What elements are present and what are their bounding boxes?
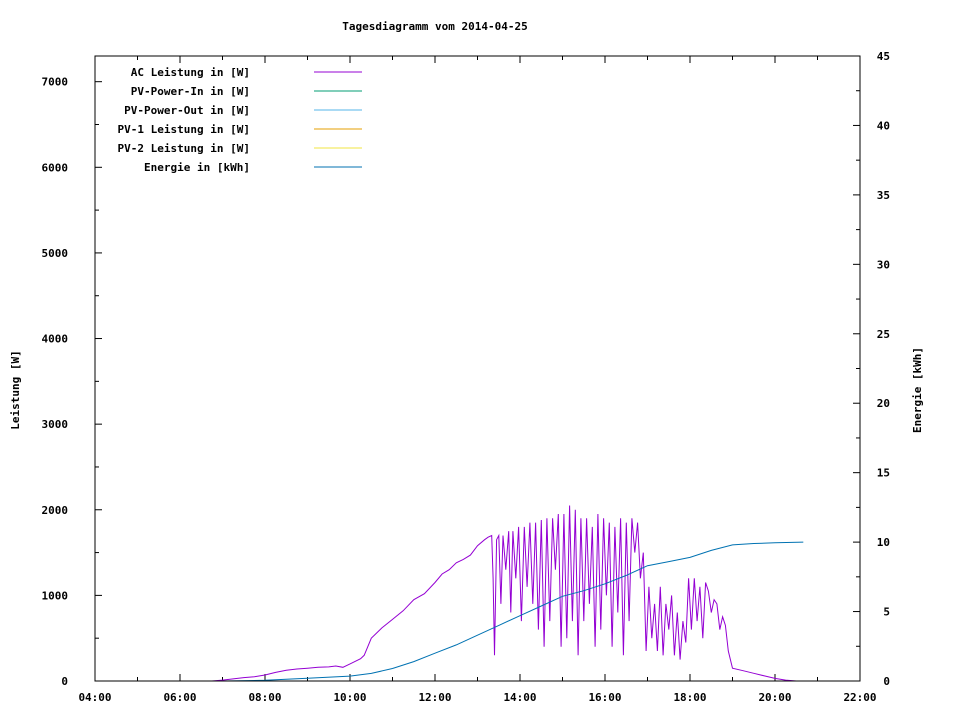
legend-label-energie-in-kwh: Energie in [kWh] bbox=[144, 161, 250, 174]
plot-lines bbox=[211, 505, 804, 682]
legend-label-ac-leistung-in-w: AC Leistung in [W] bbox=[131, 66, 250, 79]
legend-label-pv-2-leistung-in-w: PV-2 Leistung in [W] bbox=[118, 142, 250, 155]
chart-title: Tagesdiagramm vom 2014-04-25 bbox=[342, 20, 527, 33]
y-tick-label: 1000 bbox=[42, 589, 69, 602]
legend-label-pv-1-leistung-in-w: PV-1 Leistung in [W] bbox=[118, 123, 250, 136]
y2-tick-label: 10 bbox=[877, 536, 890, 549]
legend: AC Leistung in [W] PV-Power-In in [W] PV-P… bbox=[118, 66, 362, 174]
x-tick-label: 14:00 bbox=[503, 691, 536, 704]
axis-ticks: 04:00 06:00 08:00 10:00 12:00 14:00 16:00 18:00… bbox=[42, 50, 891, 704]
y-tick-label: 0 bbox=[61, 675, 68, 688]
y-tick-label: 3000 bbox=[42, 418, 69, 431]
x-tick-label: 20:00 bbox=[758, 691, 791, 704]
y-tick-label: 2000 bbox=[42, 504, 69, 517]
y2-tick-label: 0 bbox=[883, 675, 890, 688]
y2-tick-label: 15 bbox=[877, 467, 890, 480]
series-line-ac-leistung-in-w bbox=[211, 505, 797, 682]
x-tick-label: 10:00 bbox=[333, 691, 366, 704]
x-tick-label: 16:00 bbox=[588, 691, 621, 704]
y-tick-label: 6000 bbox=[42, 161, 69, 174]
y-tick-label: 7000 bbox=[42, 76, 69, 89]
legend-label-pv-power-out-in-w: PV-Power-Out in [W] bbox=[124, 104, 250, 117]
x-tick-label: 22:00 bbox=[843, 691, 876, 704]
x-tick-label: 18:00 bbox=[673, 691, 706, 704]
y2-axis-label: Energie [kWh] bbox=[911, 347, 924, 433]
y2-tick-label: 45 bbox=[877, 50, 890, 63]
legend-label-pv-power-in-in-w: PV-Power-In in [W] bbox=[131, 85, 250, 98]
y-tick-label: 5000 bbox=[42, 247, 69, 260]
x-tick-label: 12:00 bbox=[418, 691, 451, 704]
y2-tick-label: 5 bbox=[883, 606, 890, 619]
series-line-energie-in-kwh bbox=[222, 541, 804, 682]
y2-tick-label: 40 bbox=[877, 119, 890, 132]
y-axis-label: Leistung [W] bbox=[9, 350, 22, 429]
y2-tick-label: 20 bbox=[877, 397, 890, 410]
x-tick-label: 04:00 bbox=[78, 691, 111, 704]
y2-tick-label: 35 bbox=[877, 189, 890, 202]
y-tick-label: 4000 bbox=[42, 333, 69, 346]
y2-tick-label: 30 bbox=[877, 258, 890, 271]
y2-tick-label: 25 bbox=[877, 328, 890, 341]
plot-frame bbox=[94, 55, 861, 682]
x-tick-label: 06:00 bbox=[163, 691, 196, 704]
x-tick-label: 08:00 bbox=[248, 691, 281, 704]
